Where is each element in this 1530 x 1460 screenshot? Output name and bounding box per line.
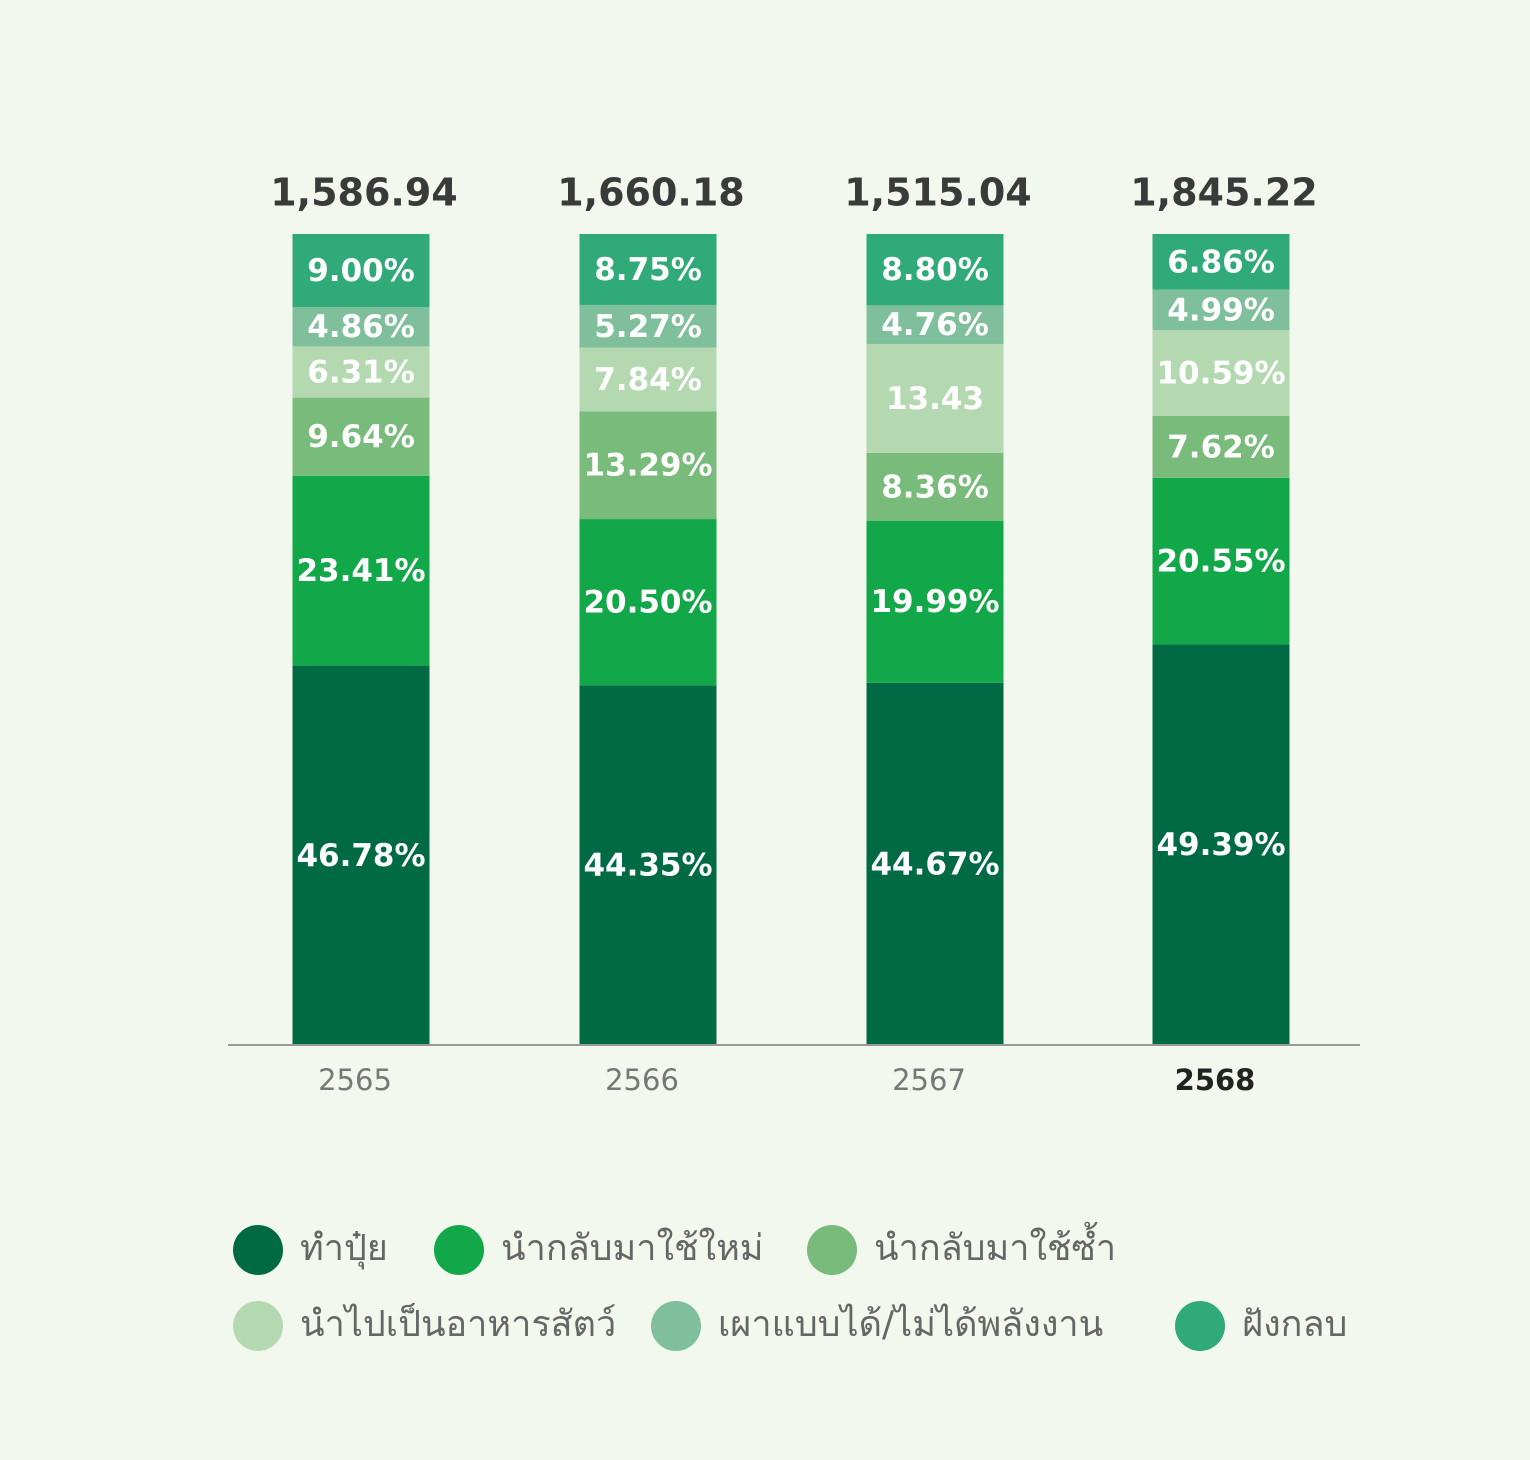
legend-label: นำกลับมาใช้ใหม่ <box>501 1227 764 1269</box>
legend-swatch <box>651 1301 701 1351</box>
value-label: 13.43 <box>886 381 984 417</box>
bar-segment <box>292 306 430 347</box>
total-label: 1,660.18 <box>557 171 745 215</box>
bar-segment <box>1152 477 1290 645</box>
x-tick-label: 2567 <box>892 1063 966 1097</box>
total-label: 1,586.94 <box>270 171 458 215</box>
bar-segment <box>579 234 717 305</box>
bar-segment <box>866 520 1004 683</box>
value-label: 5.27% <box>594 309 702 345</box>
legend-label: นำไปเป็นอาหารสัตว์ <box>300 1301 616 1345</box>
value-label: 19.99% <box>870 584 999 620</box>
value-label: 6.31% <box>307 354 415 390</box>
x-tick-label: 2566 <box>605 1063 679 1097</box>
value-label: 49.39% <box>1156 827 1285 863</box>
value-label: 8.36% <box>881 469 989 505</box>
legend-label: ทำปุ๋ย <box>300 1228 388 1270</box>
bar-segment <box>1152 289 1290 331</box>
bar-segment <box>292 665 430 1045</box>
legend-label: เผาแบบได้/ไม่ได้พลังงาน <box>718 1303 1103 1345</box>
value-label: 10.59% <box>1156 356 1285 392</box>
bar-segment <box>1152 415 1290 478</box>
value-label: 4.99% <box>1167 292 1275 328</box>
bar-segment <box>579 347 717 412</box>
bar-segment <box>579 411 717 520</box>
bar-segment <box>579 685 717 1045</box>
bar-segment <box>579 304 717 348</box>
bar-segment <box>579 519 717 686</box>
value-label: 44.35% <box>583 848 712 884</box>
value-label: 46.78% <box>296 838 425 874</box>
bar-segment <box>866 305 1004 344</box>
legend-swatch <box>434 1225 484 1275</box>
total-label: 1,515.04 <box>844 171 1032 215</box>
value-label: 44.67% <box>870 846 999 882</box>
legend-swatch <box>233 1301 283 1351</box>
value-label: 13.29% <box>583 448 712 484</box>
bar-segment <box>866 234 1004 306</box>
x-tick-label: 2565 <box>318 1063 392 1097</box>
value-label: 20.50% <box>583 585 712 621</box>
legend-swatch <box>233 1225 283 1275</box>
legend-label: ฝังกลบ <box>1242 1304 1347 1345</box>
bar-segment <box>292 346 430 398</box>
value-label: 6.86% <box>1167 244 1275 280</box>
x-tick-label: 2568 <box>1175 1063 1256 1097</box>
value-label: 23.41% <box>296 553 425 589</box>
value-label: 7.84% <box>594 362 702 398</box>
bar-segment <box>1152 644 1290 1045</box>
total-label: 1,845.22 <box>1130 171 1318 215</box>
bar-segment <box>292 234 430 307</box>
bar-segment <box>1152 234 1290 290</box>
bar-segment <box>292 397 430 476</box>
bar-segment <box>1152 330 1290 416</box>
value-label: 9.00% <box>307 253 415 289</box>
bar-segment <box>866 682 1004 1045</box>
legend-label: นำกลับมาใช้ซ้ำ <box>874 1221 1116 1269</box>
value-label: 4.86% <box>307 309 415 345</box>
value-label: 7.62% <box>1167 429 1275 465</box>
bar-segment <box>292 475 430 666</box>
bar-segment <box>866 452 1004 521</box>
value-label: 8.80% <box>881 252 989 288</box>
value-label: 9.64% <box>307 419 415 455</box>
value-label: 4.76% <box>881 307 989 343</box>
legend-swatch <box>1175 1301 1225 1351</box>
legend-swatch <box>807 1225 857 1275</box>
bar-segment <box>866 343 1004 453</box>
value-label: 20.55% <box>1156 544 1285 580</box>
value-label: 8.75% <box>594 252 702 288</box>
